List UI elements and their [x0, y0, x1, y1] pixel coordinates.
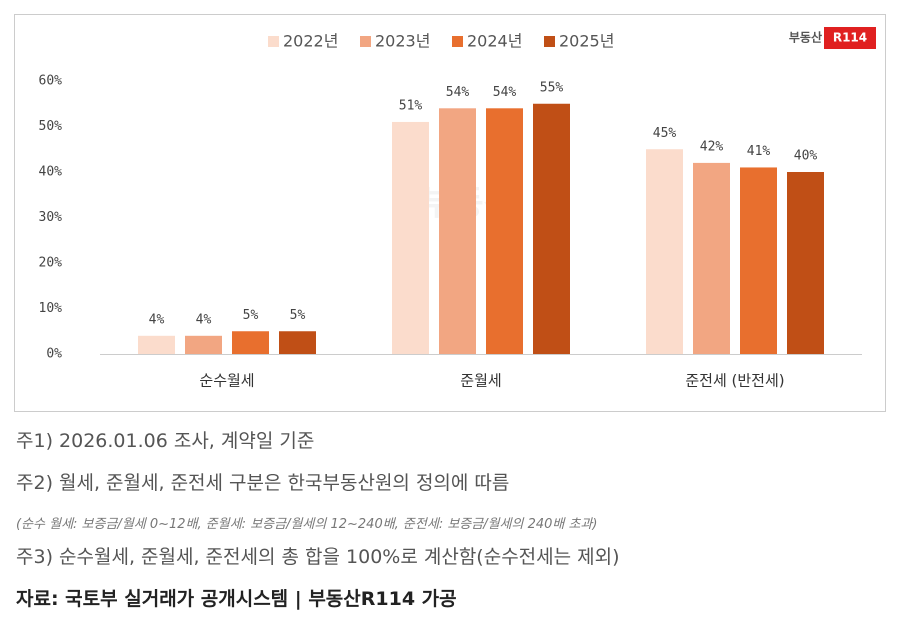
x-tick-label: 준전세 (반전세): [685, 372, 784, 390]
value-label: 5%: [290, 308, 306, 323]
bar: [138, 335, 175, 354]
bar: [185, 335, 222, 354]
value-label: 42%: [700, 139, 724, 154]
y-tick-label: 50%: [39, 119, 63, 134]
value-label: 51%: [399, 98, 423, 113]
y-tick-label: 30%: [39, 210, 63, 225]
y-tick-label: 10%: [39, 301, 63, 316]
note: 주1) 2026.01.06 조사, 계약일 기준: [16, 430, 315, 452]
bar: [787, 172, 824, 354]
logo-text: 부동산: [789, 30, 822, 45]
y-tick-label: 40%: [39, 165, 63, 180]
x-tick-label: 순수월세: [199, 372, 254, 390]
source: 자료: 국토부 실거래가 공개시스템 | 부동산R114 가공: [16, 588, 457, 610]
bar: [533, 103, 570, 354]
chart: 부동산 부동산 R114 0%10%20%30%40%50%60%2022년20…: [14, 14, 886, 412]
y-tick-label: 20%: [39, 256, 63, 271]
y-tick-label: 0%: [46, 347, 62, 362]
note-detail: (순수 월세: 보증금/월세 0~12배, 준월세: 보증금/월세의 12~24…: [16, 517, 598, 532]
bar: [740, 167, 777, 354]
value-label: 41%: [747, 144, 771, 159]
bar: [646, 149, 683, 354]
logo-badge-box: [824, 27, 876, 49]
legend-label: 2025년: [559, 32, 614, 51]
value-label: 4%: [149, 312, 165, 327]
bar: [279, 331, 316, 354]
bar: [693, 162, 730, 354]
logo-badge: R114: [833, 31, 867, 45]
value-label: 54%: [446, 85, 470, 100]
bar: [392, 121, 429, 354]
x-tick-label: 준월세: [460, 372, 501, 390]
bar: [232, 331, 269, 354]
y-tick-label: 60%: [39, 74, 63, 89]
legend-label: 2022년: [283, 32, 338, 51]
note: 주2) 월세, 준월세, 준전세 구분은 한국부동산원의 정의에 따름: [16, 472, 510, 494]
note: 주3) 순수월세, 준월세, 준전세의 총 합을 100%로 계산함(순수전세는…: [16, 546, 620, 568]
value-label: 40%: [794, 149, 818, 164]
legend-swatch: [452, 36, 463, 47]
legend-swatch: [360, 36, 371, 47]
value-label: 4%: [196, 312, 212, 327]
value-label: 54%: [493, 85, 517, 100]
legend-label: 2023년: [375, 32, 430, 51]
value-label: 45%: [653, 126, 677, 141]
legend-swatch: [268, 36, 279, 47]
value-label: 55%: [540, 80, 564, 95]
legend-swatch: [544, 36, 555, 47]
value-label: 5%: [243, 308, 259, 323]
bar: [486, 108, 523, 354]
bar: [439, 108, 476, 354]
legend-label: 2024년: [467, 32, 522, 51]
